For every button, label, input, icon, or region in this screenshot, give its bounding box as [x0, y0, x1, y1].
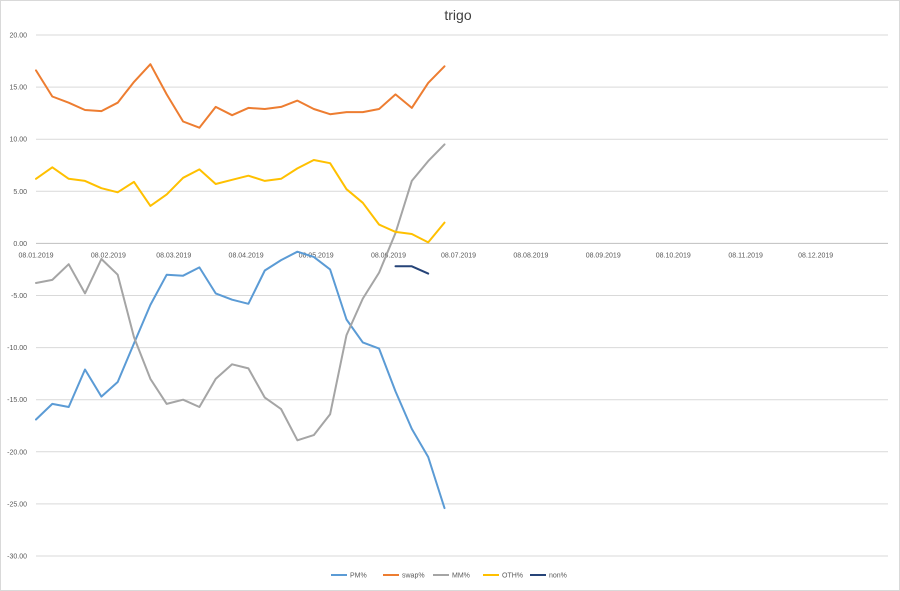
y-tick-label: -30.00 — [7, 554, 27, 561]
x-tick-label: 08.04.2019 — [229, 252, 264, 259]
y-tick-label: 20.00 — [9, 33, 27, 40]
x-tick-label: 08.06.2019 — [371, 252, 406, 259]
series-line-pm — [35, 250, 446, 510]
x-tick-label: 08.01.2019 — [18, 252, 53, 259]
y-axis-ticks: 20.00 15.00 10.00 5.00 0.00 -5.00 -10.00 -15.00… — [7, 33, 27, 561]
y-tick-label: -25.00 — [7, 501, 27, 508]
series-lines — [35, 63, 446, 510]
y-tick-label: -10.00 — [7, 345, 27, 352]
series-line-oth — [35, 159, 446, 244]
legend: PM% swap% MM% OTH% non% — [331, 573, 567, 580]
x-tick-label: 08.03.2019 — [156, 252, 191, 259]
legend-label: PM% — [350, 573, 367, 580]
y-tick-label: -20.00 — [7, 449, 27, 456]
x-tick-label: 08.05.2019 — [299, 252, 334, 259]
series-line-mm — [35, 143, 446, 442]
x-tick-label: 08.09.2019 — [586, 252, 621, 259]
x-tick-label: 08.10.2019 — [656, 252, 691, 259]
y-tick-label: -5.00 — [11, 293, 27, 300]
y-tick-label: 15.00 — [9, 85, 27, 92]
x-tick-label: 08.02.2019 — [91, 252, 126, 259]
x-tick-label: 08.11.2019 — [728, 252, 763, 259]
series-line-swap — [35, 63, 446, 129]
legend-label: non% — [549, 573, 567, 580]
legend-label: OTH% — [502, 573, 523, 580]
y-tick-label: 0.00 — [13, 241, 27, 248]
y-tick-label: 5.00 — [13, 189, 27, 196]
legend-label: MM% — [452, 573, 470, 580]
y-tick-label: 10.00 — [9, 137, 27, 144]
y-tick-label: -15.00 — [7, 397, 27, 404]
x-tick-label: 08.08.2019 — [513, 252, 548, 259]
x-tick-label: 08.07.2019 — [441, 252, 476, 259]
x-tick-label: 08.12.2019 — [798, 252, 833, 259]
x-axis: 08.01.2019 08.02.2019 08.03.2019 08.04.2019… — [18, 242, 888, 259]
legend-label: swap% — [402, 573, 425, 580]
gridlines — [36, 34, 888, 557]
series-line-non — [394, 265, 430, 275]
chart-title: trigo — [444, 7, 471, 23]
